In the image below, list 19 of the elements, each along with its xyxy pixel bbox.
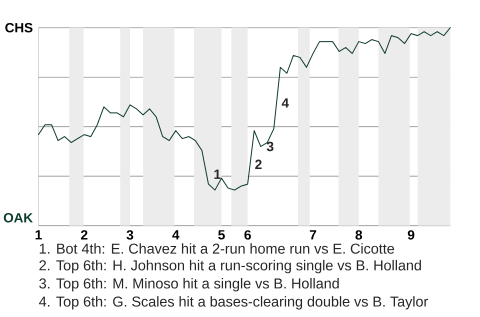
text: 4. Top 6th: G. Scales hit a bases-clearing double vs B. Taylor [39,296,428,310]
x-tick-label: 9 [408,230,414,240]
x-tick-label: 2 [80,230,88,240]
annotation: 2 [255,160,262,170]
text: 1. Bot 4th: E. Chavez hit a 2-run home run vs E. Cicotte [40,243,394,254]
x-tick-label: 7 [310,230,316,240]
annotation: 3 [266,142,274,152]
text: OAK [4,213,33,223]
x-tick-label: 4 [172,230,180,240]
annotation: 1 [214,170,221,179]
x-tick-label: 3 [126,230,134,240]
annotation: 4 [282,98,289,108]
x-tick-label: 5 [218,230,225,240]
text: CHS [5,23,32,33]
x-tick-label: 8 [355,230,362,240]
x-tick-label: 6 [244,230,251,240]
x-tick-label: 1 [36,230,42,240]
text: 2. Top 6th: H. Johnson hit a run-scoring single vs B. Holland [39,260,421,274]
text: 3. Top 6th: M. Minoso hit a single vs B. Holland [39,278,339,292]
